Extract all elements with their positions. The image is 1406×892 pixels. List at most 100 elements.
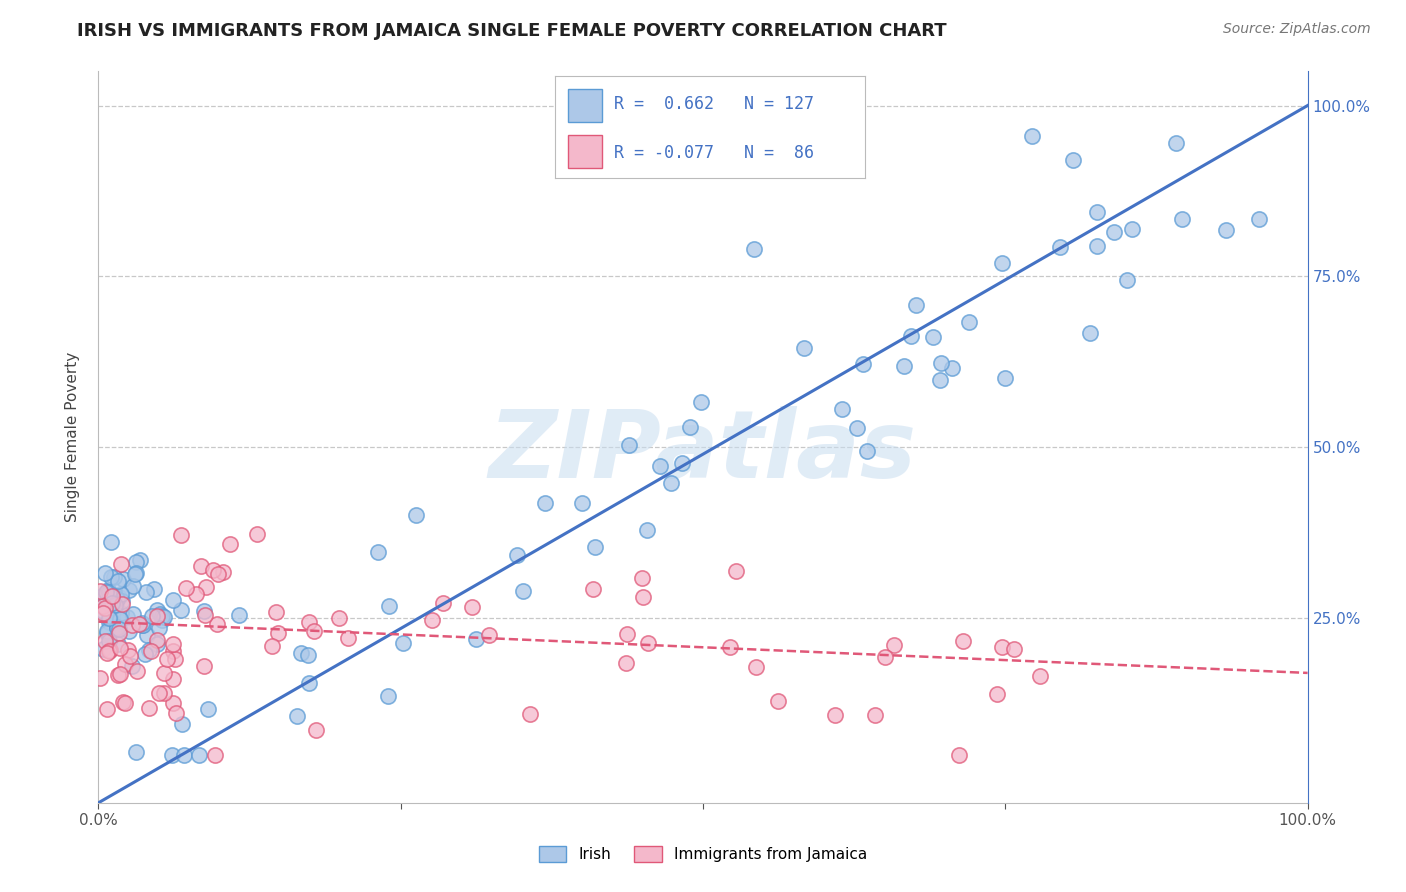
Point	[929, 373, 952, 387]
Point	[89, 671, 111, 685]
Point	[101, 596, 124, 610]
Point	[512, 583, 534, 598]
Point	[149, 607, 172, 621]
Point	[100, 535, 122, 549]
Point	[153, 609, 176, 624]
Point	[1104, 225, 1126, 239]
FancyBboxPatch shape	[568, 136, 602, 168]
Point	[744, 660, 766, 674]
Point	[173, 747, 195, 762]
Point	[132, 618, 155, 632]
Point	[117, 643, 139, 657]
Point	[131, 615, 153, 630]
Point	[101, 589, 124, 603]
Point	[336, 631, 359, 645]
Text: R = -0.077   N =  86: R = -0.077 N = 86	[614, 144, 814, 161]
Point	[103, 589, 125, 603]
Point	[170, 528, 193, 542]
Point	[614, 656, 637, 670]
Point	[661, 475, 683, 490]
Point	[105, 619, 128, 633]
Point	[138, 642, 160, 657]
Point	[831, 401, 853, 416]
Point	[94, 633, 117, 648]
Point	[150, 613, 173, 627]
Point	[91, 641, 114, 656]
Point	[121, 579, 143, 593]
Point	[1166, 136, 1188, 150]
Point	[105, 592, 128, 607]
Point	[246, 526, 269, 541]
Point	[264, 605, 287, 619]
Point	[94, 600, 117, 615]
Point	[118, 582, 141, 597]
Point	[1002, 641, 1025, 656]
Point	[94, 589, 117, 603]
Point	[127, 665, 149, 679]
Point	[135, 628, 157, 642]
Point	[952, 633, 974, 648]
Point	[679, 420, 702, 434]
Point	[148, 686, 170, 700]
Point	[162, 644, 184, 658]
Point	[91, 599, 114, 613]
Point	[100, 589, 122, 603]
Point	[98, 611, 121, 625]
Point	[184, 587, 207, 601]
Point	[125, 555, 148, 569]
Point	[148, 621, 170, 635]
Point	[107, 668, 129, 682]
Point	[378, 599, 401, 613]
Point	[97, 583, 120, 598]
Point	[519, 706, 541, 721]
Text: IRISH VS IMMIGRANTS FROM JAMAICA SINGLE FEMALE POVERTY CORRELATION CHART: IRISH VS IMMIGRANTS FROM JAMAICA SINGLE …	[77, 22, 948, 40]
Point	[297, 648, 319, 662]
Point	[766, 694, 789, 708]
Point	[846, 421, 869, 435]
Point	[166, 706, 188, 720]
Point	[118, 648, 141, 663]
Point	[110, 557, 132, 571]
Point	[190, 559, 212, 574]
Legend: Irish, Immigrants from Jamaica: Irish, Immigrants from Jamaica	[533, 840, 873, 868]
Point	[146, 632, 169, 647]
Point	[1021, 128, 1043, 143]
Point	[111, 597, 134, 611]
Point	[89, 590, 111, 604]
Text: R =  0.662   N = 127: R = 0.662 N = 127	[614, 95, 814, 112]
Point	[571, 496, 593, 510]
Point	[96, 646, 118, 660]
Point	[170, 716, 193, 731]
Point	[98, 598, 121, 612]
Point	[97, 584, 120, 599]
Point	[89, 583, 111, 598]
Point	[922, 330, 945, 344]
Point	[98, 642, 121, 657]
Point	[174, 581, 197, 595]
Point	[405, 508, 427, 522]
Point	[377, 690, 399, 704]
Point	[863, 708, 886, 723]
Point	[328, 611, 350, 625]
Point	[986, 687, 1008, 701]
Point	[114, 657, 136, 671]
Point	[131, 617, 153, 632]
Point	[290, 646, 312, 660]
Point	[121, 617, 143, 632]
Point	[194, 580, 217, 594]
Point	[298, 615, 321, 629]
Point	[506, 548, 529, 562]
Point	[97, 615, 120, 629]
Point	[900, 328, 922, 343]
Point	[156, 652, 179, 666]
Point	[112, 695, 135, 709]
Point	[689, 394, 711, 409]
Point	[169, 603, 191, 617]
Point	[1116, 273, 1139, 287]
Point	[1171, 212, 1194, 227]
Point	[298, 676, 321, 690]
Point	[97, 634, 120, 648]
Point	[94, 601, 117, 615]
Point	[108, 622, 131, 636]
Point	[114, 697, 136, 711]
